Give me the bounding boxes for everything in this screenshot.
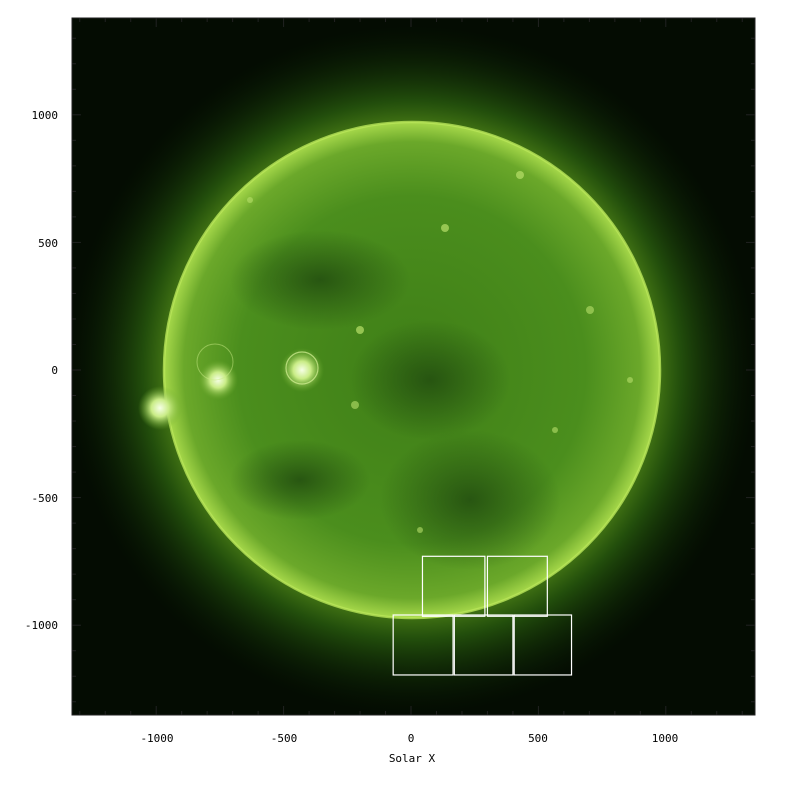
overlay-boxes (392, 555, 573, 676)
y-tick-label: -500 (32, 492, 59, 505)
y-tick-label: -1000 (25, 619, 58, 632)
solar-limb (162, 120, 662, 620)
overlay-box (421, 555, 486, 617)
active-region (280, 348, 324, 392)
dark-region (230, 230, 410, 330)
x-tick-label: 500 (528, 732, 548, 745)
bright-point (586, 306, 594, 314)
x-tick-label: 1000 (652, 732, 679, 745)
overlay-box (486, 555, 548, 617)
solar-disk-group (72, 25, 755, 715)
bright-point (552, 427, 558, 433)
bright-point (356, 326, 364, 334)
bright-point (247, 197, 253, 203)
y-tick-label: 0 (51, 364, 58, 377)
x-tick-label: 0 (408, 732, 415, 745)
plot-frame (71, 17, 756, 716)
overlay-box (453, 614, 514, 676)
dark-region (230, 440, 370, 520)
y-tick-label: 1000 (32, 109, 59, 122)
x-axis-label: Solar X (389, 752, 436, 765)
dark-region (380, 430, 560, 570)
x-tick-label: -500 (271, 732, 298, 745)
bright-point (351, 401, 359, 409)
active-region-loop (196, 343, 234, 381)
x-tick-label: -1000 (140, 732, 173, 745)
overlay-box (392, 614, 454, 676)
bright-point (627, 377, 633, 383)
bright-point (516, 171, 524, 179)
active-region-loop (285, 351, 319, 385)
bright-point (441, 224, 449, 232)
active-region (138, 386, 182, 430)
axis-ticks (72, 18, 755, 715)
bright-point (417, 527, 423, 533)
dark-region (350, 320, 510, 440)
y-tick-label: 500 (38, 237, 58, 250)
overlay-box (513, 614, 573, 676)
